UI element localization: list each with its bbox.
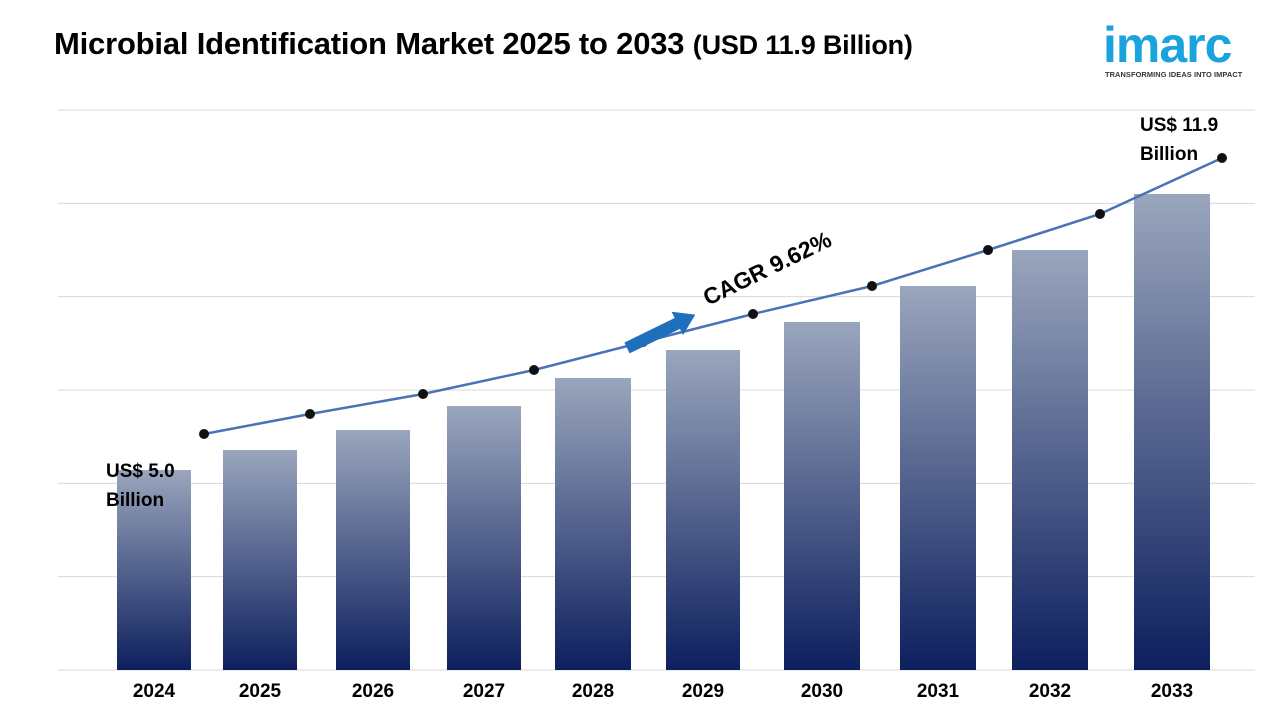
- bar-2029: [666, 350, 740, 670]
- end-value-label: Billion: [1140, 144, 1198, 165]
- logo-word: imarc: [1103, 17, 1232, 73]
- x-tick-label: 2033: [1151, 681, 1193, 702]
- cagr-label: CAGR 9.62%: [699, 226, 836, 310]
- trend-point-2024: [199, 429, 209, 439]
- trend-point-2026: [418, 389, 428, 399]
- bar-2030: [784, 322, 860, 670]
- x-tick-label: 2027: [463, 681, 505, 702]
- chart-title: Microbial Identification Market 2025 to …: [54, 26, 913, 62]
- trend-line: [203, 156, 1223, 436]
- x-tick-label: 2024: [133, 681, 176, 702]
- bar-2027: [447, 406, 521, 670]
- trend-point-2025: [305, 409, 315, 419]
- x-tick-label: 2030: [801, 681, 843, 702]
- bar-2032: [1012, 250, 1088, 670]
- x-tick-label: 2026: [352, 681, 394, 702]
- cagr-arrow-icon: [624, 311, 696, 354]
- trend-point-2029: [748, 309, 758, 319]
- trend-point-2030: [867, 281, 877, 291]
- bar-2031: [900, 286, 976, 670]
- start-value-label: Billion: [106, 490, 164, 511]
- trend-point-2031: [983, 245, 993, 255]
- bar-2028: [555, 378, 631, 670]
- chart-title-main: Microbial Identification Market 2025 to …: [54, 26, 685, 61]
- x-tick-label: 2031: [917, 681, 960, 702]
- cagr-arrow-head: [671, 311, 696, 336]
- bar-2025: [223, 450, 297, 670]
- x-tick-label: 2032: [1029, 681, 1071, 702]
- end-value-label: US$ 11.9: [1140, 115, 1218, 136]
- bar-2024: [117, 470, 191, 670]
- logo-tagline: TRANSFORMING IDEAS INTO IMPACT: [1105, 70, 1243, 79]
- imarc-logo: imarc TRANSFORMING IDEAS INTO IMPACT: [1103, 14, 1263, 84]
- x-tick-label: 2028: [572, 681, 614, 702]
- trend-point-2027: [529, 365, 539, 375]
- trend-point-2032: [1095, 209, 1105, 219]
- bar-2033: [1134, 194, 1210, 670]
- start-value-label: US$ 5.0: [106, 461, 175, 482]
- cagr-arrow-shaft: [624, 317, 682, 354]
- trend-point-2033: [1217, 153, 1227, 163]
- x-tick-label: 2029: [682, 681, 724, 702]
- chart-title-sub: (USD 11.9 Billion): [692, 30, 913, 60]
- bar-2026: [336, 430, 410, 670]
- x-tick-label: 2025: [239, 681, 282, 702]
